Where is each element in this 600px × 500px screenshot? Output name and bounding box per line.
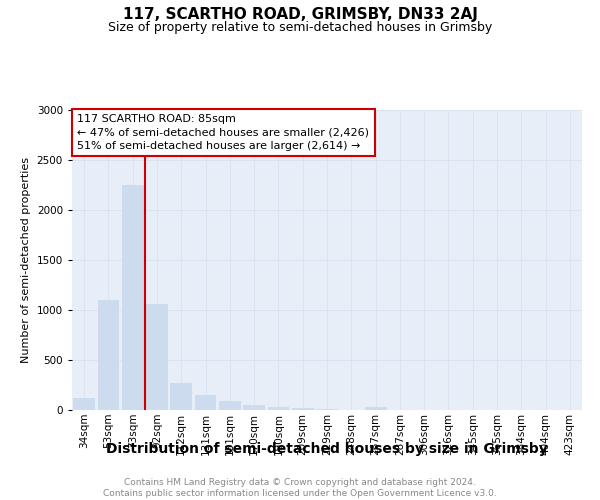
Bar bbox=[292, 408, 314, 410]
Bar bbox=[122, 185, 143, 410]
Bar bbox=[243, 404, 265, 410]
Bar bbox=[97, 300, 119, 410]
Bar bbox=[146, 304, 168, 410]
Bar bbox=[268, 406, 289, 410]
Bar bbox=[365, 407, 386, 410]
Text: Distribution of semi-detached houses by size in Grimsby: Distribution of semi-detached houses by … bbox=[106, 442, 548, 456]
Text: Size of property relative to semi-detached houses in Grimsby: Size of property relative to semi-detach… bbox=[108, 21, 492, 34]
Bar bbox=[194, 394, 217, 410]
Text: 117 SCARTHO ROAD: 85sqm
← 47% of semi-detached houses are smaller (2,426)
51% of: 117 SCARTHO ROAD: 85sqm ← 47% of semi-de… bbox=[77, 114, 369, 151]
Bar bbox=[73, 398, 95, 410]
Y-axis label: Number of semi-detached properties: Number of semi-detached properties bbox=[21, 157, 31, 363]
Bar bbox=[170, 382, 192, 410]
Bar bbox=[219, 401, 241, 410]
Bar bbox=[316, 409, 338, 410]
Text: 117, SCARTHO ROAD, GRIMSBY, DN33 2AJ: 117, SCARTHO ROAD, GRIMSBY, DN33 2AJ bbox=[122, 8, 478, 22]
Text: Contains HM Land Registry data © Crown copyright and database right 2024.
Contai: Contains HM Land Registry data © Crown c… bbox=[103, 478, 497, 498]
